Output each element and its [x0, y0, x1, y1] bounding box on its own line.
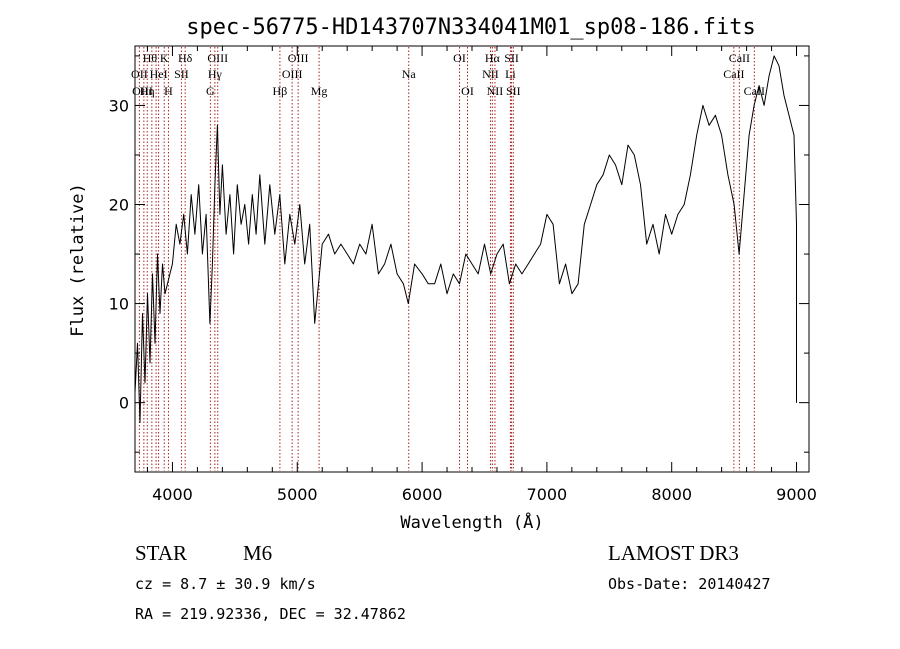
plot-frame	[134, 45, 810, 473]
marker-label-18: OIII	[132, 84, 153, 98]
marker-label-22: Hβ	[273, 84, 288, 98]
marker-label-1: K	[160, 51, 169, 65]
y-axis-ticks: 0 10 20 30	[109, 55, 809, 453]
marker-label-12: Hγ	[208, 67, 223, 81]
object-subclass: M6	[243, 541, 272, 565]
x-axis-label: Wavelength (Å)	[400, 511, 543, 533]
marker-label-8: CaII	[729, 51, 750, 65]
marker-label-21: G	[206, 84, 215, 98]
y-axis-label: Flux (relative)	[68, 183, 88, 337]
y-tick-label-0: 0	[119, 394, 129, 413]
x-tick-label-2: 6000	[402, 485, 443, 504]
chart-title: spec-56775-HD143707N334041M01_sp08-186.f…	[186, 15, 756, 40]
marker-label-11: SII	[174, 67, 189, 81]
x-axis-ticks: 4000 5000 6000 7000 8000 9000	[146, 46, 817, 504]
marker-label-4: OIII	[288, 51, 309, 65]
x-tick-label-4: 8000	[651, 485, 692, 504]
marker-label-17: CaII	[723, 67, 744, 81]
redshift-text: cz = 8.7 ± 30.9 km/s	[135, 575, 316, 593]
spectrum-line-0	[134, 55, 797, 423]
marker-label-10: HeI	[150, 67, 168, 81]
marker-label-5: OI	[453, 51, 466, 65]
marker-label-15: NII	[482, 67, 499, 81]
emission-line-markers	[138, 47, 755, 471]
marker-label-16: Li	[505, 67, 516, 81]
x-tick-label-3: 7000	[527, 485, 568, 504]
x-tick-label-0: 4000	[152, 485, 193, 504]
marker-label-2: Hδ	[178, 51, 193, 65]
marker-label-14: Na	[402, 67, 417, 81]
marker-label-7: SII	[504, 51, 519, 65]
y-tick-label-3: 30	[109, 96, 129, 115]
marker-label-0: Hθ	[143, 51, 158, 65]
y-tick-label-1: 10	[109, 295, 129, 314]
y-tick-label-2: 20	[109, 196, 129, 215]
object-class: STAR	[135, 541, 187, 565]
survey-name: LAMOST DR3	[608, 541, 739, 565]
coordinates-text: RA = 219.92336, DEC = 32.47862	[135, 605, 406, 623]
marker-label-3: OIII	[207, 51, 228, 65]
marker-label-9: OII	[131, 67, 148, 81]
marker-label-24: OI	[461, 84, 474, 98]
spectrum-series	[134, 55, 797, 423]
marker-label-19: Hη	[140, 84, 155, 98]
marker-label-13: OIII	[282, 67, 303, 81]
obs-date-text: Obs-Date: 20140427	[608, 575, 771, 593]
marker-label-26: SII	[506, 84, 521, 98]
marker-label-25: NII	[487, 84, 504, 98]
marker-label-23: Mg	[311, 84, 328, 98]
x-tick-label-1: 5000	[277, 485, 318, 504]
marker-label-20: H	[164, 84, 173, 98]
x-tick-label-5: 9000	[776, 485, 817, 504]
marker-label-6: Hα	[485, 51, 501, 65]
